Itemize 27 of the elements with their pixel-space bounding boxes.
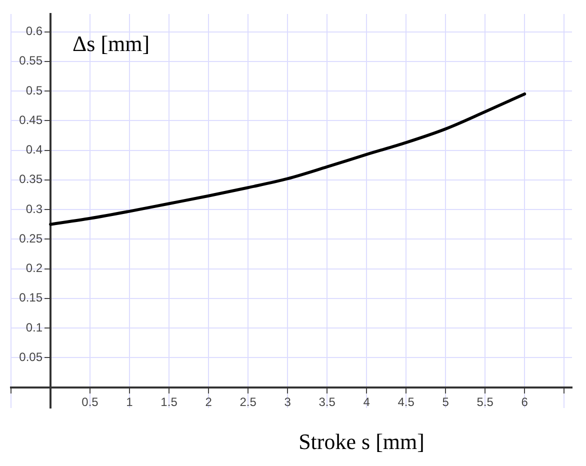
y-tick-label: 0.15 xyxy=(19,290,43,305)
y-tick-label: 0.1 xyxy=(26,320,43,334)
x-tick-label: 0.5 xyxy=(82,394,99,409)
y-tick-label: 0.4 xyxy=(26,142,43,157)
x-tick-label: 5 xyxy=(442,394,450,409)
x-tick-label: 1 xyxy=(126,394,134,409)
y-tick-label: 0.05 xyxy=(19,350,43,364)
y-tick-label: 0.3 xyxy=(26,202,43,216)
x-tick-label: 4.5 xyxy=(398,394,415,409)
x-tick-label: 2.5 xyxy=(240,394,257,409)
x-tick-label: 4 xyxy=(363,394,370,409)
x-axis-title: Stroke s [mm] xyxy=(298,428,424,454)
y-tick-label: 0.35 xyxy=(19,172,43,186)
y-tick-label: 0.25 xyxy=(19,231,43,246)
y-tick-label: 0.2 xyxy=(26,261,43,276)
y-tick-label: 0.55 xyxy=(19,54,43,68)
y-tick-label: 0.6 xyxy=(26,24,43,38)
y-tick-label: 0.45 xyxy=(19,112,43,127)
x-tick-label: 2 xyxy=(205,394,212,409)
x-tick-label: 3 xyxy=(284,394,292,409)
y-axis-title: Δs [mm] xyxy=(72,30,150,56)
x-tick-label: 3.5 xyxy=(318,394,336,409)
x-tick-label: 1.5 xyxy=(160,394,178,409)
y-tick-label: 0.5 xyxy=(26,83,43,98)
x-tick-label: 5.5 xyxy=(476,394,494,409)
x-tick-label: 6 xyxy=(521,394,528,409)
line-series xyxy=(49,92,526,226)
